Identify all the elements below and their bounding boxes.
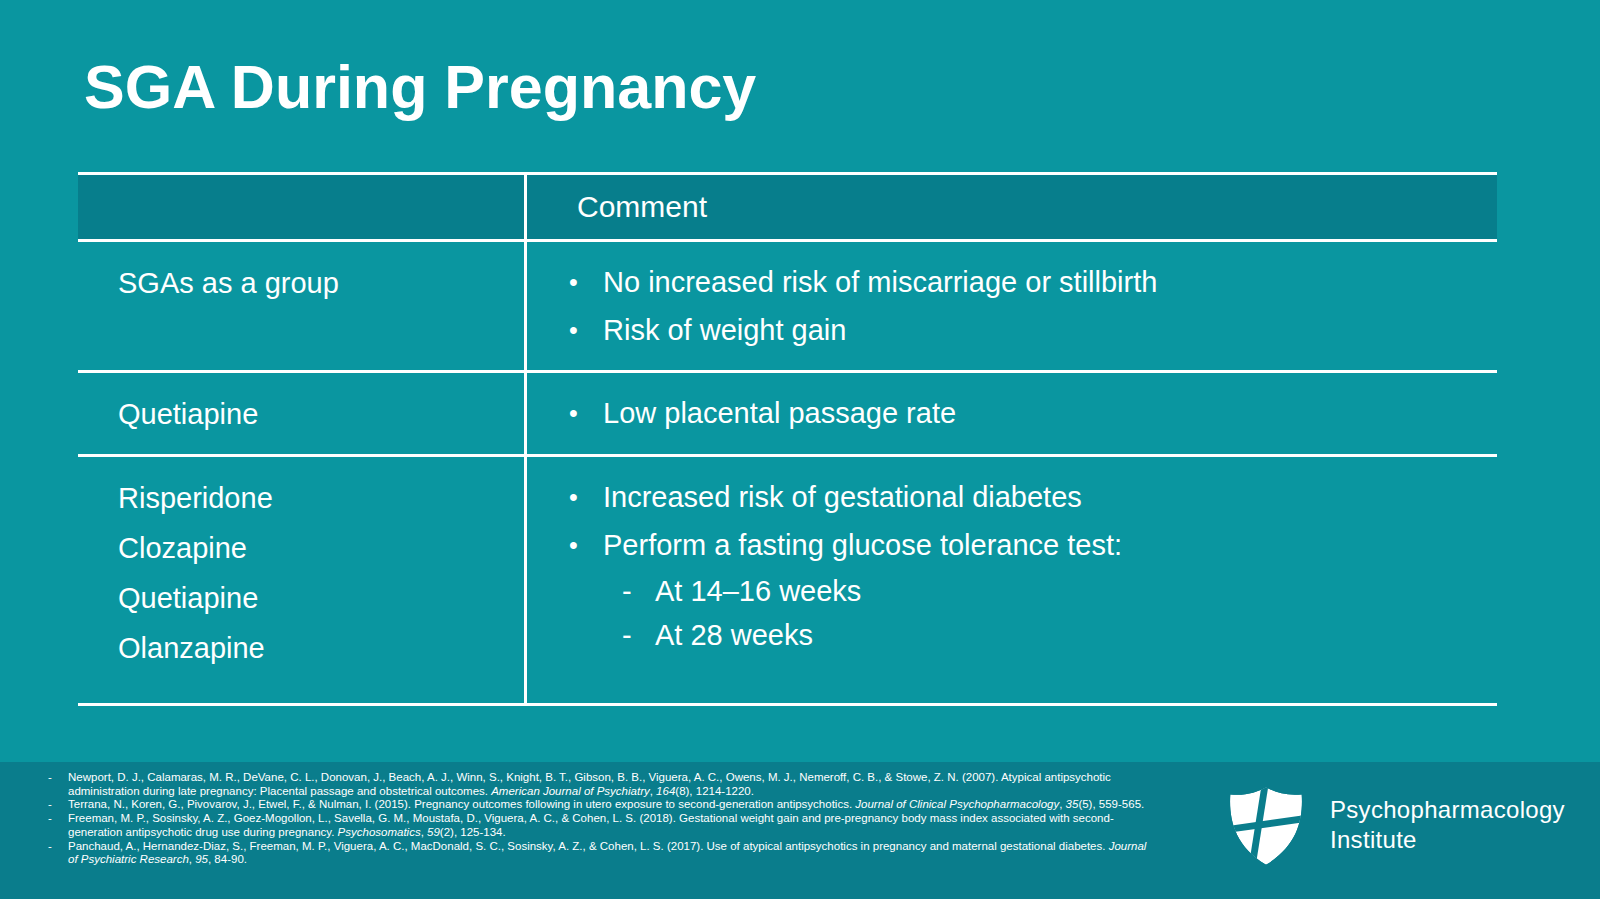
footer: -Newport, D. J., Calamaras, M. R., DeVan… [0,762,1600,899]
dot-bullet-icon: • [569,521,578,569]
drug-name: SGAs as a group [118,258,514,308]
reference-dash-icon: - [48,840,68,867]
comment-sub-item: -At 28 weeks [527,613,1497,657]
drug-name: Clozapine [118,523,514,573]
slide-title: SGA During Pregnancy [84,52,756,122]
drug-name: Quetiapine [118,573,514,623]
references-list: -Newport, D. J., Calamaras, M. R., DeVan… [48,771,1153,867]
comment-text: Low placental passage rate [603,397,956,429]
dot-bullet-icon: • [569,258,578,306]
reference-text: Freeman, M. P., Sosinsky, A. Z., Goez-Mo… [68,812,1153,839]
table-header-comment-cell: Comment [527,175,1497,239]
table-header-row: Comment [78,172,1497,242]
reference-dash-icon: - [48,812,68,839]
reference-item: -Panchaud, A., Hernandez-Diaz, S., Freem… [48,840,1153,867]
comment-text: Increased risk of gestational diabetes [603,481,1082,513]
dash-bullet-icon: - [622,613,632,657]
comment-item: • Low placental passage rate [527,389,1497,437]
comment-text: No increased risk of miscarriage or stil… [603,266,1157,298]
reference-item: -Terrana, N., Koren, G., Pivovarov, J., … [48,798,1153,812]
drug-cell: RisperidoneClozapineQuetiapineOlanzapine [78,457,527,703]
drug-cell: Quetiapine [78,373,527,454]
reference-dash-icon: - [48,771,68,798]
logo-text: Psychopharmacology Institute [1330,795,1565,855]
reference-text: Panchaud, A., Hernandez-Diaz, S., Freema… [68,840,1153,867]
dot-bullet-icon: • [569,389,578,437]
reference-item: -Freeman, M. P., Sosinsky, A. Z., Goez-M… [48,812,1153,839]
drug-name: Risperidone [118,473,514,523]
shield-cross-icon [1228,786,1304,866]
logo: Psychopharmacology Institute [1228,786,1565,866]
table-row: SGAs as a group • No increased risk of mis… [78,242,1497,373]
drug-name: Olanzapine [118,623,514,673]
reference-text: Newport, D. J., Calamaras, M. R., DeVane… [68,771,1153,798]
comment-text: Perform a fasting glucose tolerance test… [603,529,1122,561]
table-row: Quetiapine • Low placental passage rate [78,373,1497,457]
comment-item: • Perform a fasting glucose tolerance tes… [527,521,1497,569]
table-header-drug-cell [78,175,527,239]
table-row: RisperidoneClozapineQuetiapineOlanzapine… [78,457,1497,706]
comment-item: • Increased risk of gestational diabetes [527,473,1497,521]
reference-dash-icon: - [48,798,68,812]
table-body: SGAs as a group • No increased risk of mis… [78,242,1497,706]
comment-cell: • No increased risk of miscarriage or sti… [527,242,1497,370]
comment-item: • No increased risk of miscarriage or sti… [527,258,1497,306]
reference-text: Terrana, N., Koren, G., Pivovarov, J., E… [68,798,1153,812]
comment-item: • Risk of weight gain [527,306,1497,354]
comment-text: At 14–16 weeks [655,575,861,607]
comment-text: At 28 weeks [655,619,813,651]
dash-bullet-icon: - [622,569,632,613]
comment-text: Risk of weight gain [603,314,846,346]
comment-cell: • Low placental passage rate [527,373,1497,454]
logo-line1: Psychopharmacology [1330,795,1565,825]
logo-line2: Institute [1330,825,1565,855]
dot-bullet-icon: • [569,306,578,354]
drug-cell: SGAs as a group [78,242,527,370]
slide: SGA During Pregnancy Comment SGAs as a g… [0,0,1600,899]
reference-item: -Newport, D. J., Calamaras, M. R., DeVan… [48,771,1153,798]
comment-sub-item: -At 14–16 weeks [527,569,1497,613]
sga-comment-table: Comment SGAs as a group • No increased ris… [78,172,1497,706]
comment-cell: •Increased risk of gestational diabetes•… [527,457,1497,703]
drug-name: Quetiapine [118,389,514,439]
dot-bullet-icon: • [569,473,578,521]
